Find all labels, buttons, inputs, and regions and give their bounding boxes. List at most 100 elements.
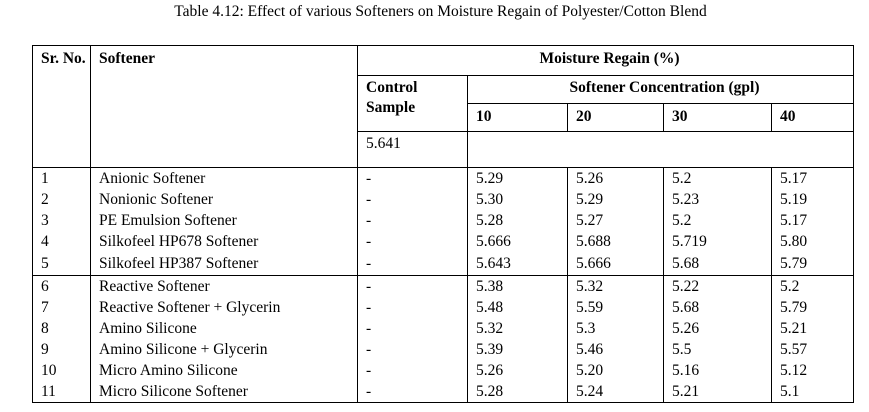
table-row: 7 Reactive Softener + Glycerin -5.48 5.59 5.… xyxy=(32,297,854,318)
value-cell: 5.27 xyxy=(567,210,664,231)
softener-name-cell: Amino Silicone + Glycerin xyxy=(90,339,358,360)
blank-cell xyxy=(467,131,854,168)
softener-name-cell: Silkofeel HP387 Softener xyxy=(90,252,358,276)
sr-cell: 2 xyxy=(32,189,91,210)
value-cell: 5.2 xyxy=(771,275,854,297)
value-cell: 5.20 xyxy=(567,360,664,381)
value-cell: 5.666 xyxy=(467,231,568,252)
control-cell: - xyxy=(357,210,468,231)
moisture-regain-table: Sr. No. Softener Moisture Regain (%) Con… xyxy=(32,45,854,403)
control-cell: - xyxy=(357,381,468,403)
value-cell: 5.32 xyxy=(567,275,664,297)
header-conc-20: 20 xyxy=(567,103,664,132)
value-cell: 5.32 xyxy=(467,318,568,339)
header-sr-no: Sr. No. xyxy=(32,45,91,168)
value-cell: 5.5 xyxy=(663,339,772,360)
control-cell: - xyxy=(357,275,468,297)
table-row: 5 Silkofeel HP387 Softener -5.643 5.666 5.68… xyxy=(32,252,854,276)
header-concentration: Softener Concentration (gpl) xyxy=(467,75,854,104)
value-cell: 5.59 xyxy=(567,297,664,318)
header-control-sample: Control Sample xyxy=(357,75,468,132)
table-row: 9 Amino Silicone + Glycerin -5.39 5.46 5.5 5.… xyxy=(32,339,854,360)
control-cell: - xyxy=(357,360,468,381)
control-cell: - xyxy=(357,167,468,189)
softener-name-cell: Reactive Softener + Glycerin xyxy=(90,297,358,318)
value-cell: 5.26 xyxy=(467,360,568,381)
value-cell: 5.79 xyxy=(771,252,854,276)
control-cell: - xyxy=(357,297,468,318)
value-cell: 5.23 xyxy=(663,189,772,210)
value-cell: 5.3 xyxy=(567,318,664,339)
value-cell: 5.22 xyxy=(663,275,772,297)
value-cell: 5.68 xyxy=(663,297,772,318)
value-cell: 5.28 xyxy=(467,381,568,403)
value-cell: 5.12 xyxy=(771,360,854,381)
table-title: Table 4.12: Effect of various Softeners … xyxy=(174,3,707,20)
value-cell: 5.2 xyxy=(663,167,772,189)
value-cell: 5.48 xyxy=(467,297,568,318)
value-cell: 5.68 xyxy=(663,252,772,276)
softener-name-cell: Reactive Softener xyxy=(90,275,358,297)
value-cell: 5.666 xyxy=(567,252,664,276)
value-cell: 5.688 xyxy=(567,231,664,252)
value-cell: 5.16 xyxy=(663,360,772,381)
table-row: 1 Anionic Softener -5.29 5.26 5.2 5.17 xyxy=(32,167,854,189)
value-cell: 5.26 xyxy=(567,167,664,189)
value-cell: 5.39 xyxy=(467,339,568,360)
sr-cell: 3 xyxy=(32,210,91,231)
sr-cell: 10 xyxy=(32,360,91,381)
sr-cell: 6 xyxy=(32,275,91,297)
header-conc-10: 10 xyxy=(467,103,568,132)
softener-name-cell: Amino Silicone xyxy=(90,318,358,339)
sr-cell: 5 xyxy=(32,252,91,276)
value-cell: 5.30 xyxy=(467,189,568,210)
softener-name-cell: Silkofeel HP678 Softener xyxy=(90,231,358,252)
sr-cell: 4 xyxy=(32,231,91,252)
control-value: 5.641 xyxy=(357,131,468,168)
sr-cell: 11 xyxy=(32,381,91,403)
table-row: 8 Amino Silicone -5.32 5.3 5.26 5.21 xyxy=(32,318,854,339)
softener-name-cell: Micro Silicone Softener xyxy=(90,381,358,403)
value-cell: 5.21 xyxy=(771,318,854,339)
table-row: 2 Nonionic Softener -5.30 5.29 5.23 5.19 xyxy=(32,189,854,210)
table-row: 11 Micro Silicone Softener -5.28 5.24 5.21 5.… xyxy=(32,381,854,403)
sr-cell: 7 xyxy=(32,297,91,318)
value-cell: 5.2 xyxy=(663,210,772,231)
sr-cell: 1 xyxy=(32,167,91,189)
value-cell: 5.28 xyxy=(467,210,568,231)
sr-cell: 8 xyxy=(32,318,91,339)
table-row: 4 Silkofeel HP678 Softener -5.666 5.688 5.71… xyxy=(32,231,854,252)
table-row: 10 Micro Amino Silicone -5.26 5.20 5.16 5.12 xyxy=(32,360,854,381)
value-cell: 5.26 xyxy=(663,318,772,339)
value-cell: 5.80 xyxy=(771,231,854,252)
softener-name-cell: Micro Amino Silicone xyxy=(90,360,358,381)
softener-name-cell: Nonionic Softener xyxy=(90,189,358,210)
softener-name-cell: Anionic Softener xyxy=(90,167,358,189)
control-cell: - xyxy=(357,189,468,210)
control-cell: - xyxy=(357,231,468,252)
table-row: 3 PE Emulsion Softener -5.28 5.27 5.2 5.17 xyxy=(32,210,854,231)
sr-cell: 9 xyxy=(32,339,91,360)
header-conc-30: 30 xyxy=(663,103,772,132)
value-cell: 5.719 xyxy=(663,231,772,252)
value-cell: 5.29 xyxy=(467,167,568,189)
header-softener: Softener xyxy=(90,45,358,168)
value-cell: 5.29 xyxy=(567,189,664,210)
value-cell: 5.21 xyxy=(663,381,772,403)
control-cell: - xyxy=(357,339,468,360)
value-cell: 5.19 xyxy=(771,189,854,210)
table-row: 6 Reactive Softener -5.38 5.32 5.22 5.2 xyxy=(32,275,854,297)
header-moisture-regain: Moisture Regain (%) xyxy=(357,45,854,76)
value-cell: 5.57 xyxy=(771,339,854,360)
control-cell: - xyxy=(357,318,468,339)
value-cell: 5.38 xyxy=(467,275,568,297)
value-cell: 5.17 xyxy=(771,210,854,231)
softener-name-cell: PE Emulsion Softener xyxy=(90,210,358,231)
value-cell: 5.46 xyxy=(567,339,664,360)
value-cell: 5.1 xyxy=(771,381,854,403)
header-conc-40: 40 xyxy=(771,103,854,132)
value-cell: 5.79 xyxy=(771,297,854,318)
value-cell: 5.24 xyxy=(567,381,664,403)
value-cell: 5.643 xyxy=(467,252,568,276)
value-cell: 5.17 xyxy=(771,167,854,189)
